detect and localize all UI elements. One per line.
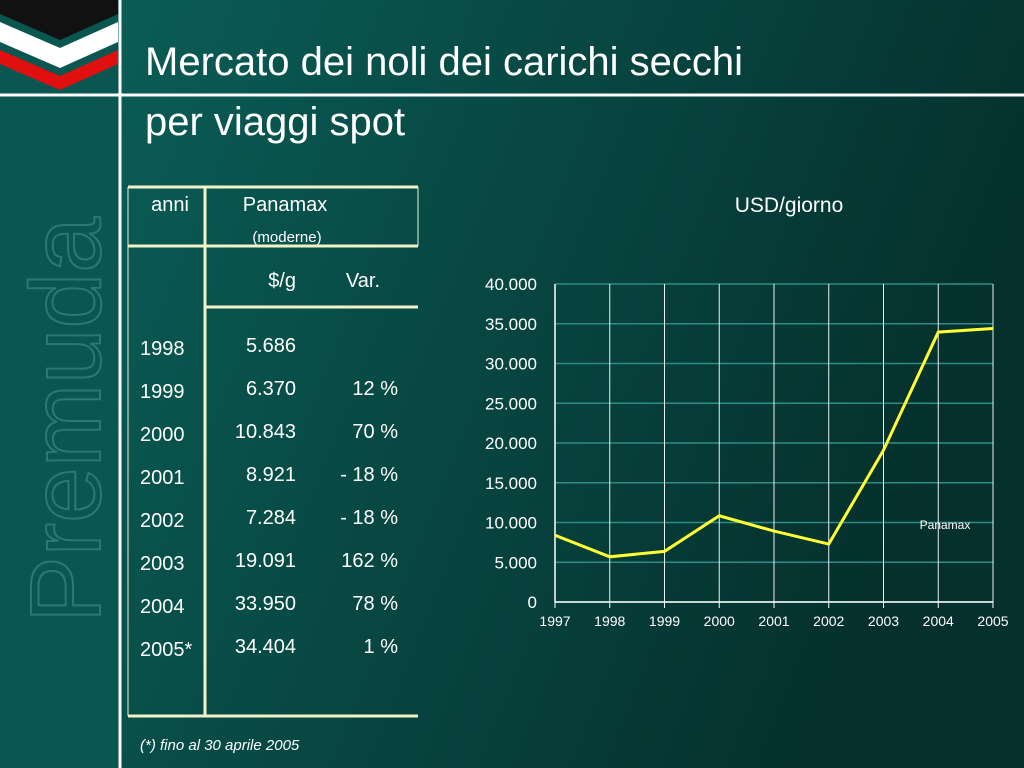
table-cell: 10.843: [235, 421, 296, 443]
table-header: anni: [151, 194, 189, 216]
y-tick-label: 5.000: [494, 553, 537, 572]
table-cell: 5.686: [246, 335, 296, 357]
y-tick-label: 15.000: [485, 474, 537, 493]
x-tick-label: 2002: [813, 613, 844, 629]
sidebar: [0, 0, 118, 768]
table-header: (moderne): [252, 229, 321, 246]
table-cell: 2005*: [140, 639, 192, 661]
y-tick-label: 25.000: [485, 394, 537, 413]
table-cell: 1998: [140, 338, 185, 360]
table-header: Var.: [346, 270, 380, 292]
x-tick-label: 2005: [977, 613, 1008, 629]
table-cell: - 18 %: [340, 507, 398, 529]
footnote: (*) fino al 30 aprile 2005: [140, 737, 300, 754]
table-cell: 1999: [140, 381, 185, 403]
x-tick-label: 2001: [758, 613, 789, 629]
y-tick-label: 40.000: [485, 275, 537, 294]
chart: USD/giorno: [735, 194, 844, 217]
x-tick-label: 1999: [649, 613, 680, 629]
table-cell: 8.921: [246, 464, 296, 486]
table-cell: 2002: [140, 510, 185, 532]
table-cell: 34.404: [235, 636, 296, 658]
brand-watermark: Premuda: [10, 217, 122, 623]
table-lines: [127, 185, 419, 718]
table-cell: 33.950: [235, 593, 296, 615]
table-cell: 2003: [140, 553, 185, 575]
table-cell: 19.091: [235, 550, 296, 572]
table-cell: 7.284: [246, 507, 296, 529]
table-cell: - 18 %: [340, 464, 398, 486]
chart-title: USD/giorno: [735, 194, 844, 217]
table-cell: 1 %: [364, 636, 399, 658]
table-cell: 2000: [140, 424, 185, 446]
table-cell: 162 %: [341, 550, 398, 572]
y-tick-label: 35.000: [485, 315, 537, 334]
logo: [0, 0, 118, 92]
y-tick-label: 30.000: [485, 355, 537, 374]
x-tick-label: 1998: [594, 613, 625, 629]
table-cell: 2001: [140, 467, 185, 489]
x-tick-label: 2003: [868, 613, 899, 629]
y-tick-label: 20.000: [485, 434, 537, 453]
series-label: Panamax: [920, 518, 971, 532]
table-cell: 78 %: [352, 593, 398, 615]
y-tick-label: 10.000: [485, 514, 537, 533]
x-tick-label: 1997: [539, 613, 570, 629]
x-tick-label: 2004: [923, 613, 954, 629]
y-tick-label: 0: [528, 593, 537, 612]
title-line: per viaggi spot: [145, 100, 405, 144]
table-cell: 12 %: [352, 378, 398, 400]
table-header: $/g: [268, 270, 296, 292]
table-cell: 2004: [140, 596, 185, 618]
table-cell: 6.370: [246, 378, 296, 400]
table-header: Panamax: [243, 194, 328, 216]
table-cell: 70 %: [352, 421, 398, 443]
line-series: [554, 326, 994, 559]
x-tick-label: 2000: [704, 613, 735, 629]
title-line: Mercato dei noli dei carichi secchi: [145, 40, 743, 84]
